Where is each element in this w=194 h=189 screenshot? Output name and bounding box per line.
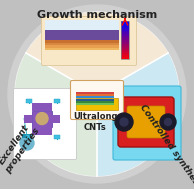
Bar bbox=[121, 38, 129, 40]
Bar bbox=[54, 135, 60, 139]
Circle shape bbox=[20, 136, 34, 150]
Bar bbox=[121, 53, 129, 56]
Bar bbox=[121, 30, 129, 33]
Bar bbox=[45, 47, 119, 50]
Bar bbox=[121, 50, 129, 52]
Bar bbox=[32, 127, 52, 135]
FancyBboxPatch shape bbox=[42, 16, 137, 66]
Bar bbox=[121, 21, 129, 59]
Bar bbox=[121, 48, 129, 50]
Circle shape bbox=[8, 5, 186, 183]
Bar bbox=[121, 25, 129, 27]
Bar bbox=[121, 57, 129, 60]
Bar bbox=[26, 98, 32, 103]
Bar bbox=[76, 101, 114, 103]
Bar bbox=[121, 23, 129, 25]
Bar bbox=[45, 43, 119, 45]
Bar bbox=[52, 115, 60, 122]
Polygon shape bbox=[97, 53, 179, 176]
FancyBboxPatch shape bbox=[70, 81, 124, 119]
Circle shape bbox=[36, 113, 48, 125]
Bar bbox=[32, 103, 52, 111]
Bar bbox=[121, 34, 129, 37]
Bar bbox=[45, 45, 119, 48]
Bar bbox=[45, 20, 119, 30]
Bar bbox=[76, 96, 114, 98]
Bar bbox=[121, 55, 129, 58]
Circle shape bbox=[15, 12, 179, 176]
Bar bbox=[121, 51, 129, 54]
Bar bbox=[76, 103, 114, 105]
Circle shape bbox=[120, 118, 128, 126]
Text: Controlled synthesis: Controlled synthesis bbox=[138, 103, 194, 189]
Bar bbox=[45, 40, 119, 43]
Bar bbox=[121, 40, 129, 42]
Bar bbox=[121, 46, 129, 48]
Polygon shape bbox=[15, 53, 97, 176]
Bar bbox=[121, 27, 129, 29]
FancyBboxPatch shape bbox=[113, 86, 181, 160]
Bar bbox=[121, 29, 129, 31]
Bar bbox=[45, 30, 119, 40]
Text: Growth mechanism: Growth mechanism bbox=[37, 10, 157, 20]
Bar bbox=[22, 134, 32, 138]
FancyBboxPatch shape bbox=[14, 88, 76, 160]
Bar bbox=[121, 44, 129, 46]
Bar bbox=[54, 98, 60, 103]
Bar bbox=[26, 135, 32, 139]
Bar bbox=[76, 92, 114, 94]
Circle shape bbox=[160, 114, 176, 130]
Circle shape bbox=[115, 113, 133, 131]
FancyBboxPatch shape bbox=[127, 106, 165, 138]
Circle shape bbox=[165, 119, 171, 125]
Bar bbox=[24, 115, 32, 122]
Bar bbox=[76, 98, 118, 110]
Bar bbox=[76, 99, 114, 101]
Bar bbox=[32, 111, 52, 127]
Bar bbox=[121, 21, 129, 23]
Bar bbox=[76, 94, 114, 96]
FancyBboxPatch shape bbox=[118, 97, 174, 147]
Text: Ultralong
CNTs: Ultralong CNTs bbox=[73, 112, 117, 132]
Bar bbox=[121, 32, 129, 35]
Text: Excellent
properties: Excellent properties bbox=[0, 121, 41, 175]
Bar bbox=[121, 42, 129, 44]
Bar bbox=[121, 36, 129, 39]
Polygon shape bbox=[26, 12, 168, 94]
